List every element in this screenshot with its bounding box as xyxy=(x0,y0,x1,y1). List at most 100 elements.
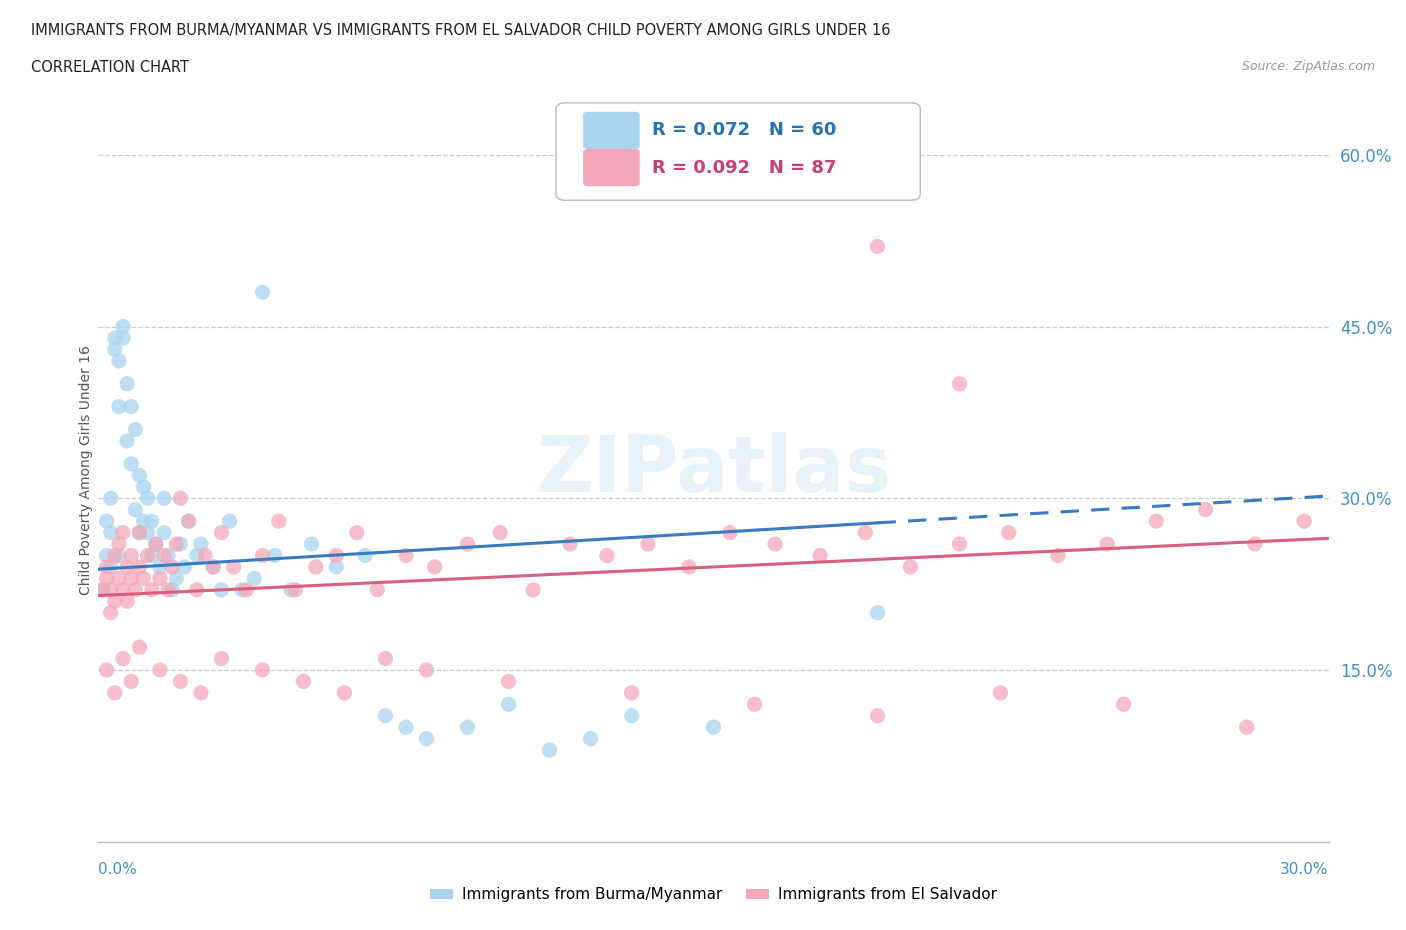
Point xyxy=(1046,548,1070,563)
Point xyxy=(153,491,176,506)
Point xyxy=(141,548,163,563)
Text: ZIPatlas: ZIPatlas xyxy=(536,432,891,508)
Point xyxy=(104,594,127,609)
Point xyxy=(149,560,172,575)
Point xyxy=(120,399,142,414)
Point xyxy=(115,377,138,392)
Point xyxy=(96,571,118,586)
FancyBboxPatch shape xyxy=(557,103,921,200)
Point xyxy=(374,709,396,724)
Point xyxy=(990,685,1012,700)
Point xyxy=(703,720,725,735)
Point xyxy=(678,560,700,575)
Point xyxy=(149,662,172,677)
Point xyxy=(808,548,831,563)
Point xyxy=(998,525,1021,540)
Point xyxy=(169,491,191,506)
Point xyxy=(141,513,163,528)
Point xyxy=(108,571,131,586)
Point xyxy=(243,571,266,586)
Point xyxy=(366,582,388,597)
Point xyxy=(112,319,135,334)
Point xyxy=(108,548,131,563)
Y-axis label: Child Poverty Among Girls Under 16: Child Poverty Among Girls Under 16 xyxy=(79,345,93,594)
Point xyxy=(128,640,150,655)
Point xyxy=(558,537,581,551)
Point xyxy=(498,674,520,689)
Point xyxy=(263,548,285,563)
Point xyxy=(128,525,150,540)
Point xyxy=(202,560,225,575)
Point xyxy=(190,537,212,551)
Point xyxy=(173,560,195,575)
Point xyxy=(423,560,446,575)
Point xyxy=(157,548,180,563)
Point xyxy=(91,582,114,597)
Point xyxy=(115,560,138,575)
Legend: Immigrants from Burma/Myanmar, Immigrants from El Salvador: Immigrants from Burma/Myanmar, Immigrant… xyxy=(425,882,1002,909)
Point xyxy=(128,468,150,483)
Point xyxy=(211,582,233,597)
Point xyxy=(124,422,146,437)
Point xyxy=(100,605,122,620)
Point xyxy=(100,560,122,575)
Point xyxy=(149,571,172,586)
Point xyxy=(186,548,208,563)
Text: CORRELATION CHART: CORRELATION CHART xyxy=(31,60,188,75)
Point xyxy=(128,525,150,540)
Point xyxy=(132,571,155,586)
Point xyxy=(108,399,131,414)
Point xyxy=(108,537,131,551)
Point xyxy=(267,513,290,528)
Point xyxy=(211,651,233,666)
Point xyxy=(1112,697,1135,711)
Point xyxy=(104,330,127,345)
Point xyxy=(153,525,176,540)
Point xyxy=(900,560,922,575)
Point xyxy=(96,560,118,575)
Point xyxy=(153,548,176,563)
Point xyxy=(177,513,200,528)
Point xyxy=(169,537,191,551)
Point xyxy=(100,525,122,540)
Point xyxy=(252,285,274,299)
Point xyxy=(104,342,127,357)
Point xyxy=(489,525,512,540)
Point xyxy=(100,491,122,506)
Point xyxy=(104,548,127,563)
Point xyxy=(457,537,479,551)
Point xyxy=(620,709,643,724)
Point xyxy=(866,709,889,724)
Point xyxy=(866,605,889,620)
Point xyxy=(949,537,972,551)
Point xyxy=(395,720,418,735)
Point xyxy=(252,548,274,563)
Text: IMMIGRANTS FROM BURMA/MYANMAR VS IMMIGRANTS FROM EL SALVADOR CHILD POVERTY AMONG: IMMIGRANTS FROM BURMA/MYANMAR VS IMMIGRA… xyxy=(31,23,890,38)
Point xyxy=(112,582,135,597)
Point xyxy=(222,560,245,575)
Point xyxy=(112,525,135,540)
Point xyxy=(162,582,184,597)
Point xyxy=(136,548,159,563)
Point xyxy=(194,548,217,563)
Point xyxy=(538,743,561,758)
Point xyxy=(1236,720,1258,735)
FancyBboxPatch shape xyxy=(583,149,640,186)
Point xyxy=(128,560,150,575)
Point xyxy=(96,513,118,528)
Point xyxy=(415,731,437,746)
Point xyxy=(354,548,377,563)
Point xyxy=(395,548,418,563)
Point xyxy=(284,582,307,597)
Point xyxy=(325,560,347,575)
Point xyxy=(1195,502,1218,517)
Point xyxy=(177,513,200,528)
Point xyxy=(333,685,356,700)
Point xyxy=(415,662,437,677)
Point xyxy=(132,513,155,528)
Point xyxy=(120,457,142,472)
Point xyxy=(744,697,766,711)
Point xyxy=(91,582,114,597)
Point xyxy=(637,537,659,551)
Point xyxy=(252,662,274,677)
